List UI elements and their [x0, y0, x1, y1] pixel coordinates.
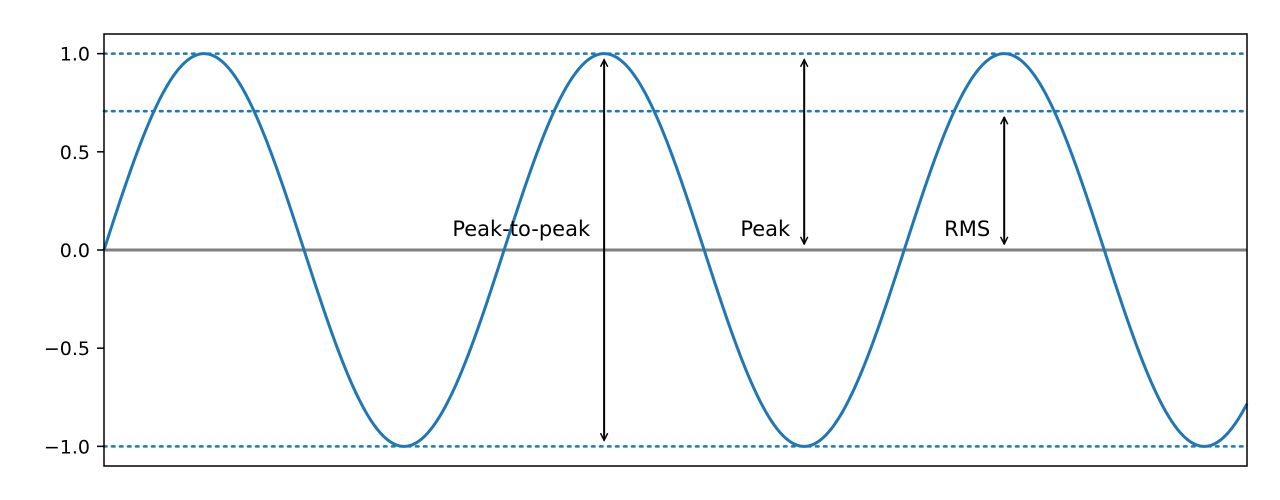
rms-label: RMS [944, 217, 990, 241]
y-tick-label: −1.0 [44, 436, 90, 458]
plot-frame [103, 33, 1248, 467]
y-tick-label: −0.5 [44, 338, 90, 360]
peak-to-peak-label: Peak-to-peak [452, 217, 591, 241]
peak-label: Peak [740, 217, 791, 241]
sine-series-line [102, 52, 1249, 448]
y-tick-label: 0.0 [60, 240, 90, 262]
y-tick-label: 1.0 [60, 44, 90, 66]
y-tick-label: 0.5 [60, 142, 90, 164]
